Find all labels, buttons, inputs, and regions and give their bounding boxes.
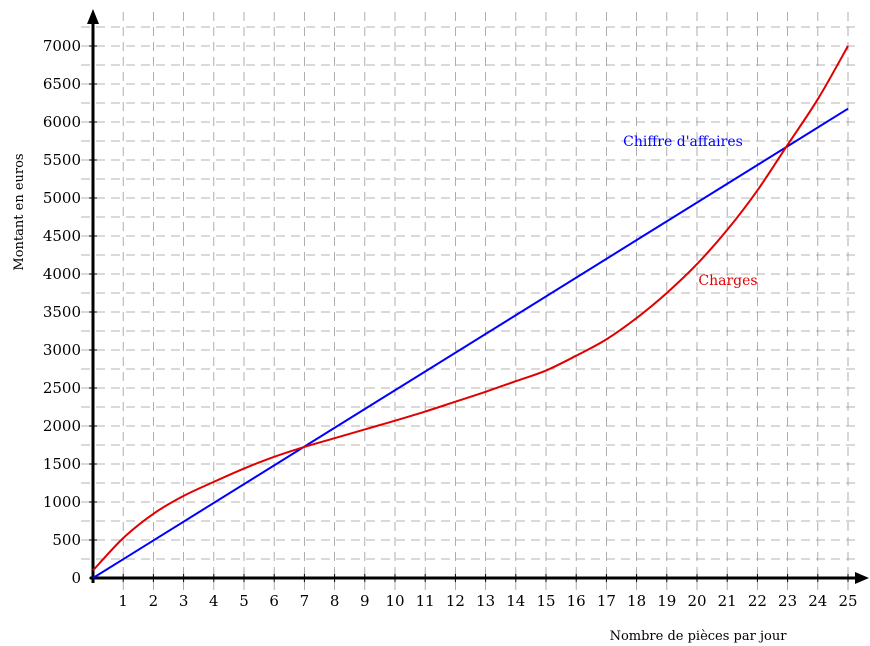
x-tick-label: 13 xyxy=(476,592,495,610)
y-tick-label: 7000 xyxy=(43,37,81,55)
y-tick-label: 2000 xyxy=(43,417,81,435)
x-axis-title: Nombre de pièces par jour xyxy=(610,629,788,644)
tick-labels: 1 2 3 4 5 6 7 8 9 10 11 12 13 14 15 16 17 18 19 20 21 22 23 24 2… xyxy=(43,37,858,610)
y-tick-label: 2500 xyxy=(43,379,81,397)
x-tick-label: 18 xyxy=(627,592,646,610)
x-tick-label: 7 xyxy=(300,592,310,610)
series-line-chiffre-affaires xyxy=(92,107,849,579)
x-tick-label: 3 xyxy=(179,592,189,610)
x-tick-label: 11 xyxy=(416,592,435,610)
x-tick-label: 24 xyxy=(808,592,827,610)
y-tick-label: 3500 xyxy=(43,303,81,321)
y-tick-label: 6000 xyxy=(43,113,81,131)
y-tick-label: 500 xyxy=(52,531,81,549)
x-tick-label: 14 xyxy=(506,592,525,610)
x-tick-label: 16 xyxy=(567,592,586,610)
axes xyxy=(87,9,869,584)
x-tick-label: 8 xyxy=(330,592,340,610)
series-label-chiffre-affaires: Chiffre d'affaires xyxy=(623,134,743,150)
x-tick-label: 15 xyxy=(536,592,555,610)
y-axis-arrow-icon xyxy=(87,9,99,24)
y-tick-label: 1500 xyxy=(43,455,81,473)
x-tick-label: 4 xyxy=(209,592,219,610)
x-tick-label: 20 xyxy=(687,592,706,610)
y-tick-label: 4000 xyxy=(43,265,81,283)
x-tick-label: 12 xyxy=(446,592,465,610)
y-tick-label: 3000 xyxy=(43,341,81,359)
series xyxy=(92,45,849,579)
x-tick-label: 17 xyxy=(597,592,616,610)
grid xyxy=(81,12,858,590)
x-tick-label: 6 xyxy=(269,592,279,610)
x-axis-arrow-icon xyxy=(855,572,869,584)
x-tick-label: 23 xyxy=(778,592,797,610)
x-tick-label: 5 xyxy=(239,592,249,610)
series-line-charges xyxy=(92,45,849,572)
y-tick-label: 5000 xyxy=(43,189,81,207)
x-tick-label: 10 xyxy=(385,592,404,610)
y-tick-label: 4500 xyxy=(43,227,81,245)
x-tick-label: 21 xyxy=(718,592,737,610)
x-tick-label: 1 xyxy=(118,592,128,610)
x-tick-label: 19 xyxy=(657,592,676,610)
series-label-charges: Charges xyxy=(698,273,757,289)
y-tick-label: 6500 xyxy=(43,75,81,93)
y-tick-label: 1000 xyxy=(43,493,81,511)
x-tick-label: 25 xyxy=(838,592,857,610)
x-tick-label: 2 xyxy=(149,592,159,610)
x-tick-label: 22 xyxy=(748,592,767,610)
y-tick-label: 0 xyxy=(71,569,81,587)
y-axis-title: Montant en euros xyxy=(12,153,27,270)
y-tick-label: 5500 xyxy=(43,151,81,169)
x-tick-label: 9 xyxy=(360,592,370,610)
